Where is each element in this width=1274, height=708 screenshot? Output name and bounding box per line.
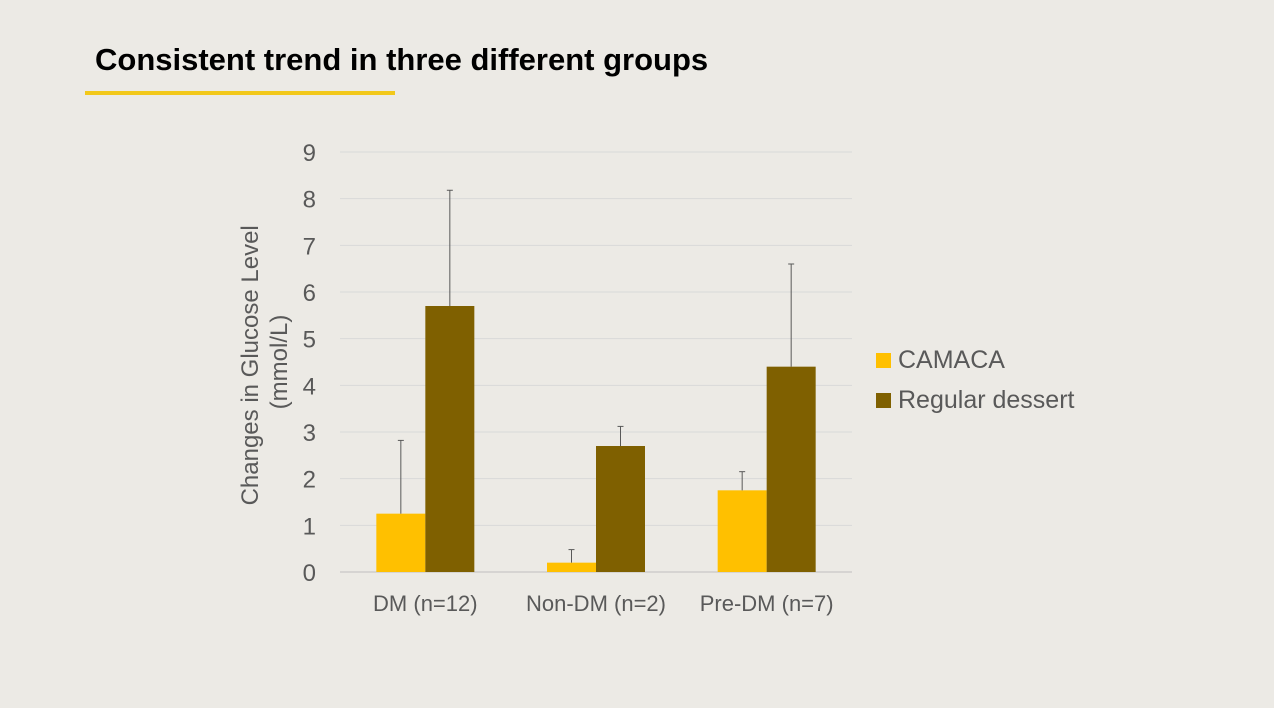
y-tick-label: 3 (303, 420, 316, 447)
bar-regular-dessert (596, 446, 645, 572)
y-axis-title-line-2: (mmol/L) (266, 315, 293, 410)
x-category-label: DM (n=12) (373, 591, 478, 616)
y-tick-label: 1 (303, 513, 316, 540)
bar-camaca (376, 513, 426, 572)
y-tick-label: 0 (303, 560, 316, 587)
x-category-label: Pre-DM (n=7) (700, 591, 834, 616)
y-tick-label: 4 (303, 373, 316, 400)
bar-camaca (547, 562, 596, 572)
legend-label-camaca: CAMACA (898, 345, 1005, 374)
legend-swatch-regular-dessert (876, 392, 891, 408)
legend-item-regular-dessert: Regular dessert (876, 380, 1074, 420)
y-axis-title: Changes in Glucose Level (mmol/L) (237, 219, 293, 506)
bar-camaca (717, 490, 767, 572)
y-tick-label: 6 (303, 280, 316, 307)
y-tick-label: 8 (303, 187, 316, 214)
y-tick-label: 7 (303, 233, 316, 260)
title-underline (85, 91, 395, 95)
legend-label-regular-dessert: Regular dessert (898, 385, 1075, 414)
legend-item-camaca: CAMACA (876, 340, 1074, 380)
bar-regular-dessert (425, 306, 475, 572)
legend-swatch-camaca (876, 352, 891, 368)
slide-title: Consistent trend in three different grou… (95, 42, 709, 77)
x-category-label: Non-DM (n=2) (526, 591, 666, 616)
y-tick-label: 5 (303, 327, 316, 354)
y-axis-title-line-1: Changes in Glucose Level (237, 225, 264, 505)
bar-regular-dessert (766, 366, 816, 572)
y-tick-label: 2 (303, 467, 316, 494)
legend: CAMACA Regular dessert (876, 340, 1074, 420)
y-tick-label: 9 (303, 140, 316, 167)
